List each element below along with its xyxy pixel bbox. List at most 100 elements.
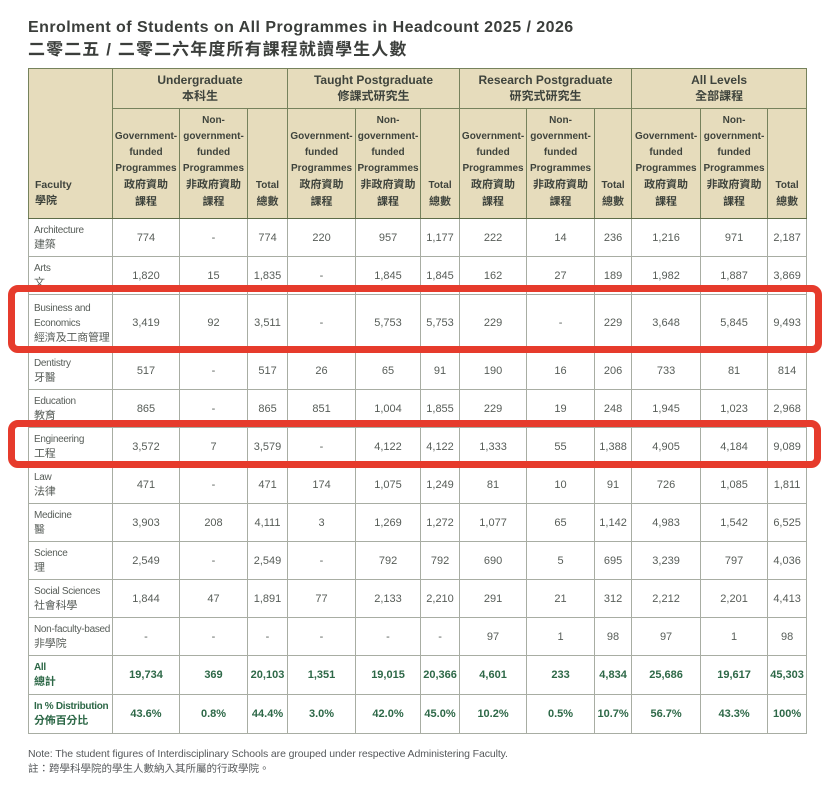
faculty-name: Science bbox=[34, 547, 68, 559]
value-cell: 865 bbox=[112, 389, 180, 428]
value-cell: 9,493 bbox=[767, 294, 808, 352]
table-row-engineering: Engineering 工程 3,572 7 3,579-4,122 4,122 1,333… bbox=[28, 427, 808, 466]
faculty-cell: Non-faculty-based 非學院 bbox=[28, 617, 113, 656]
faculty-name-chinese: 非學院 bbox=[34, 637, 67, 650]
value-cell: 471 bbox=[246, 465, 289, 504]
value-cell: 1,249 bbox=[420, 465, 461, 504]
faculty-name: In % Distribution bbox=[34, 701, 109, 712]
value-cell: 97 bbox=[459, 617, 528, 656]
value-cell: - bbox=[112, 617, 180, 656]
value-cell: 98 bbox=[594, 617, 633, 656]
value-cell: 162 bbox=[459, 256, 528, 295]
value-cell: 45,303 bbox=[767, 655, 808, 695]
value-cell: 1,333 bbox=[459, 427, 528, 466]
value-cell: 4,983 bbox=[631, 503, 702, 542]
value-cell: 174 bbox=[287, 465, 357, 504]
group-header-undergraduate: Undergraduate 本科生 bbox=[111, 68, 289, 109]
value-cell: 369 bbox=[179, 655, 248, 695]
value-cell: 233 bbox=[526, 655, 596, 695]
value-cell: 4,413 bbox=[767, 579, 808, 618]
subheader-label-chinese: 政府資助 課程 bbox=[299, 179, 344, 208]
subheader-label: Non-government-funded Programmes bbox=[529, 115, 592, 174]
value-cell: 81 bbox=[459, 465, 528, 504]
value-cell: - bbox=[246, 617, 289, 656]
faculty-name: Architecture bbox=[34, 224, 84, 236]
faculty-cell: Law 法律 bbox=[28, 465, 113, 504]
subheader-label: Government-funded Programmes bbox=[461, 131, 525, 174]
value-cell: 1,820 bbox=[112, 256, 180, 295]
value-cell: 229 bbox=[594, 294, 633, 352]
faculty-header-label-chinese: 學院 bbox=[35, 195, 57, 207]
table-row-in-distribution: In % Distribution 分佈百分比 43.6% 0.8% 44.4% 3.0%… bbox=[28, 694, 808, 734]
subheader-label-chinese: 總數 bbox=[256, 196, 279, 208]
footnote-block: Note: The student figures of Interdiscip… bbox=[28, 747, 508, 777]
group-label-chinese: 研究式研究生 bbox=[509, 89, 582, 103]
faculty-name: Dentistry bbox=[34, 357, 71, 369]
value-cell: 1,023 bbox=[700, 389, 769, 428]
table-row-business-and-economics: Business and Economics 經濟及工商管理 3,419 92 3,51… bbox=[28, 294, 808, 352]
value-cell: 91 bbox=[594, 465, 633, 504]
value-cell: 100% bbox=[767, 694, 808, 734]
footnote-chinese: 註：跨學科學院的學生人數納入其所屬的行政學院。 bbox=[28, 763, 270, 775]
value-cell: 2,212 bbox=[631, 579, 702, 618]
value-cell: 56.7% bbox=[631, 694, 702, 734]
value-cell: 4,601 bbox=[459, 655, 528, 695]
value-cell: 2,210 bbox=[420, 579, 461, 618]
value-cell: 6,525 bbox=[767, 503, 808, 542]
value-cell: 10.2% bbox=[459, 694, 528, 734]
value-cell: 3,511 bbox=[246, 294, 289, 352]
subheader-taught-postgraduate-government-funded: Government-funded Programmes 政府資助 課程 bbox=[287, 108, 357, 219]
value-cell: 957 bbox=[355, 218, 422, 257]
subheader-label-chinese: 非政府資助 課程 bbox=[186, 179, 241, 208]
value-cell: 19,617 bbox=[700, 655, 769, 695]
value-cell: 9,089 bbox=[767, 427, 808, 466]
value-cell: 236 bbox=[594, 218, 633, 257]
value-cell: 27 bbox=[526, 256, 596, 295]
group-header-taught-postgraduate: Taught Postgraduate 修課式研究生 bbox=[287, 68, 461, 109]
subheader-all-levels-government-funded: Government-funded Programmes 政府資助 課程 bbox=[631, 108, 702, 219]
subheader-research-postgraduate-total: Total 總數 bbox=[594, 108, 633, 219]
table-row-education: Education 教育 865-865 851 1,004 1,855 229 19 248 1… bbox=[28, 389, 808, 428]
subheader-all-levels-total: Total 總數 bbox=[767, 108, 808, 219]
group-header-research-postgraduate: Research Postgraduate 研究式研究生 bbox=[459, 68, 633, 109]
subheader-label-chinese: 非政府資助 課程 bbox=[533, 179, 589, 208]
value-cell: 1,887 bbox=[700, 256, 769, 295]
value-cell: 1 bbox=[700, 617, 769, 656]
table-row-medicine: Medicine 醫 3,903 208 4,111 3 1,269 1,272 1,077 65… bbox=[28, 503, 808, 542]
subheader-label: Total bbox=[255, 180, 280, 191]
faculty-cell: Architecture 建築 bbox=[28, 218, 113, 257]
value-cell: 1,891 bbox=[246, 579, 289, 618]
value-cell: 1,811 bbox=[767, 465, 808, 504]
value-cell: 3.0% bbox=[287, 694, 357, 734]
value-cell: - bbox=[420, 617, 461, 656]
subheader-undergraduate-non-government-funded: Non-government-funded Programmes 非政府資助 課程 bbox=[179, 108, 248, 219]
faculty-name-chinese: 經濟及工商管理 bbox=[34, 331, 110, 344]
faculty-name: Engineering bbox=[34, 433, 85, 445]
subcolumn-header-row: Government-funded Programmes 政府資助 課程 Non-g… bbox=[29, 108, 808, 219]
faculty-name: Social Sciences bbox=[34, 585, 101, 597]
subheader-undergraduate-government-funded: Government-funded Programmes 政府資助 課程 bbox=[112, 108, 180, 219]
value-cell: - bbox=[287, 294, 357, 352]
value-cell: 3,869 bbox=[767, 256, 808, 295]
group-header-all-levels: All Levels 全部課程 bbox=[631, 68, 808, 109]
value-cell: 851 bbox=[287, 389, 357, 428]
value-cell: 865 bbox=[246, 389, 289, 428]
table-row-law: Law 法律 471-471 174 1,075 1,249 81 10 91 726 1,085 1… bbox=[28, 465, 808, 504]
value-cell: 190 bbox=[459, 351, 528, 390]
value-cell: 44.4% bbox=[246, 694, 289, 734]
value-cell: - bbox=[179, 389, 248, 428]
value-cell: - bbox=[526, 294, 596, 352]
value-cell: 19 bbox=[526, 389, 596, 428]
value-cell: 220 bbox=[287, 218, 357, 257]
page-title-chinese: 二零二五 / 二零二六年度所有課程就讀學生人數 bbox=[28, 40, 408, 59]
faculty-name: Education bbox=[34, 395, 76, 407]
footnote-english: Note: The student figures of Interdiscip… bbox=[28, 748, 508, 760]
value-cell: 248 bbox=[594, 389, 633, 428]
subheader-research-postgraduate-non-government-funded: Non-government-funded Programmes 非政府資助 課程 bbox=[526, 108, 596, 219]
group-label: Undergraduate bbox=[157, 73, 243, 87]
value-cell: 20,103 bbox=[246, 655, 289, 695]
value-cell: 1,269 bbox=[355, 503, 422, 542]
faculty-name-chinese: 分佈百分比 bbox=[34, 715, 88, 727]
subheader-label: Non-government-funded Programmes bbox=[182, 115, 245, 174]
